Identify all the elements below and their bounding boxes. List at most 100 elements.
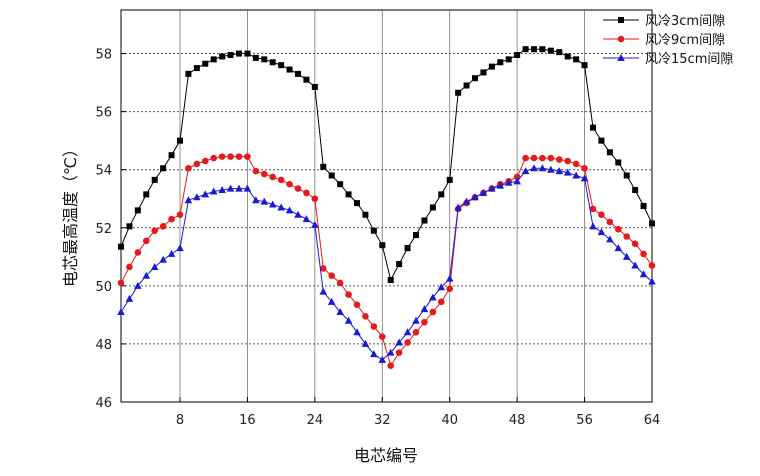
series-3-point bbox=[513, 177, 521, 185]
series-2-point bbox=[210, 154, 218, 162]
series-2-point bbox=[623, 233, 631, 240]
legend-entry-1: 风冷3cm间隙 bbox=[603, 14, 725, 29]
series-3-point bbox=[150, 262, 159, 270]
series-1-point bbox=[362, 211, 369, 218]
series-1-point bbox=[219, 53, 226, 60]
series-2-point bbox=[218, 153, 226, 160]
series-1-point bbox=[455, 89, 462, 96]
series-1-point bbox=[379, 242, 386, 249]
series-1-line bbox=[120, 48, 653, 282]
series-2-point bbox=[252, 167, 260, 175]
series-2-point bbox=[117, 279, 125, 287]
series-3-point bbox=[572, 171, 580, 179]
series-2-point bbox=[269, 173, 277, 181]
series-1-point bbox=[269, 59, 276, 66]
series-1-point bbox=[126, 223, 133, 230]
series-3-point bbox=[639, 270, 648, 278]
series-1-point bbox=[278, 62, 285, 69]
series-3-point bbox=[648, 277, 656, 285]
series-1-point bbox=[354, 200, 360, 207]
x-tick-label: 48 bbox=[509, 413, 526, 428]
series-2-point bbox=[555, 156, 563, 163]
series-1-point bbox=[396, 261, 403, 268]
series-2-point bbox=[303, 189, 310, 197]
series-3-point bbox=[134, 281, 142, 289]
y-tick-label: 48 bbox=[95, 338, 112, 353]
series-3-point bbox=[445, 274, 454, 282]
series-1-point bbox=[615, 159, 622, 166]
y-tick-label: 46 bbox=[95, 396, 112, 411]
series-1-point bbox=[143, 191, 150, 198]
series-2-point bbox=[235, 153, 243, 160]
x-tick-label: 24 bbox=[307, 413, 324, 428]
series-3-point bbox=[344, 316, 353, 324]
series-2-point bbox=[176, 211, 184, 219]
series-3-point bbox=[597, 228, 606, 236]
series-1-point bbox=[210, 56, 217, 63]
series-2-point bbox=[260, 170, 268, 178]
series-2-point bbox=[581, 164, 588, 172]
series-3-point bbox=[252, 196, 260, 204]
series-2-point bbox=[193, 160, 201, 168]
series-2 bbox=[117, 153, 656, 370]
series-1-point bbox=[488, 63, 495, 70]
series-3-point bbox=[547, 165, 555, 173]
series-1-point bbox=[472, 75, 478, 82]
series-1-point bbox=[404, 245, 411, 252]
series-1-point bbox=[522, 46, 529, 53]
series-3-point bbox=[235, 184, 243, 192]
x-tick-label: 40 bbox=[441, 413, 458, 428]
y-axis-title: 电芯最高温度（℃） bbox=[61, 141, 80, 287]
series-1-point bbox=[640, 203, 647, 209]
series-3-point bbox=[538, 164, 547, 172]
series-1-point bbox=[227, 52, 234, 59]
legend-label: 风冷3cm间隙 bbox=[645, 14, 725, 29]
series-3-point bbox=[201, 190, 210, 198]
y-tick-label: 50 bbox=[95, 280, 112, 295]
series-1-point bbox=[497, 59, 504, 66]
series-1-point bbox=[531, 46, 537, 53]
series-3-point bbox=[589, 222, 597, 230]
series-1-point bbox=[118, 243, 124, 250]
series-2-point bbox=[640, 250, 647, 258]
series-2-point bbox=[572, 160, 580, 168]
series-2-point bbox=[539, 154, 546, 162]
series-3-point bbox=[209, 187, 218, 195]
series-2-point bbox=[142, 237, 150, 245]
series-3-point bbox=[336, 307, 344, 315]
series-1-point bbox=[649, 220, 655, 227]
series-1-point bbox=[514, 52, 521, 59]
series-1-point bbox=[311, 83, 318, 90]
series-3-point bbox=[530, 164, 538, 172]
series-1-point bbox=[463, 82, 470, 89]
series-3 bbox=[117, 164, 656, 363]
series-1-point bbox=[134, 207, 141, 214]
series-2-point bbox=[353, 301, 361, 309]
series-1-point bbox=[193, 65, 200, 72]
series-1-point bbox=[286, 66, 293, 73]
series-1-point bbox=[573, 56, 580, 63]
series-3-point bbox=[521, 167, 530, 175]
series-3-point bbox=[243, 184, 252, 192]
series-3-point bbox=[614, 244, 623, 252]
series-2-point bbox=[159, 223, 167, 230]
series-1-point bbox=[320, 163, 327, 170]
series-3-point bbox=[193, 193, 201, 201]
x-tick-label: 32 bbox=[374, 413, 391, 428]
series-2-point bbox=[387, 362, 395, 370]
series-3-point bbox=[496, 181, 505, 189]
series-1-point bbox=[446, 176, 453, 183]
series-3-point bbox=[555, 167, 564, 175]
x-tick-label: 64 bbox=[644, 413, 661, 428]
series-2-point bbox=[564, 157, 572, 165]
series-2-point bbox=[126, 263, 133, 271]
series-1-point bbox=[421, 217, 428, 224]
series-2-point bbox=[446, 285, 454, 293]
legend-label: 风冷15cm间隙 bbox=[645, 52, 733, 67]
series-1-point bbox=[303, 76, 310, 83]
y-tick-label: 52 bbox=[95, 222, 112, 237]
series-3-point bbox=[184, 196, 193, 204]
series-2-point bbox=[244, 153, 251, 160]
legend-marker bbox=[617, 35, 625, 43]
